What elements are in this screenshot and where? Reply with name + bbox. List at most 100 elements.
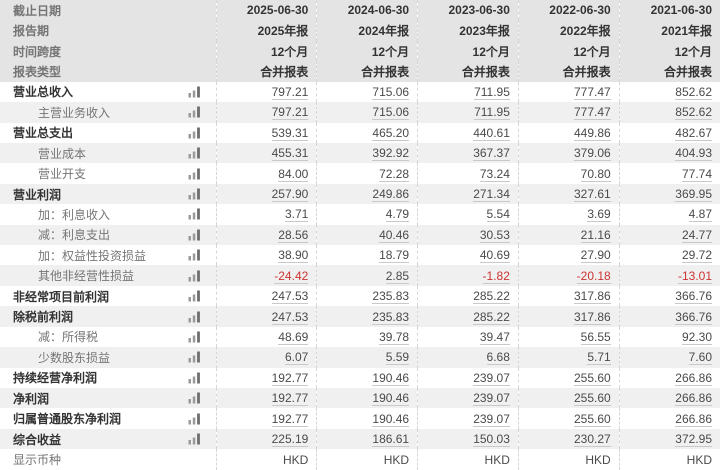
cell-value: 852.62: [675, 84, 712, 100]
row-label-cell: 除税前利润: [0, 306, 216, 326]
cell-value: 合并报表: [361, 64, 410, 79]
row-label-cell: 营业利润: [0, 184, 216, 204]
cell-value: 482.67: [675, 125, 712, 141]
cell-value: 186.61: [372, 432, 410, 448]
bar-chart-icon[interactable]: [188, 127, 201, 139]
bar-chart-icon[interactable]: [188, 290, 201, 302]
bar-chart-icon[interactable]: [188, 168, 201, 180]
value-cell: 92.30: [618, 326, 720, 348]
table-row: 营业利润 257.90 249.86 271.34 327.61 369.95: [0, 183, 720, 205]
value-cell: 7.60: [618, 347, 720, 368]
cell-value: 合并报表: [663, 64, 712, 79]
value-cell: 711.95: [417, 81, 519, 103]
row-label: 持续经营净利润: [13, 371, 98, 386]
value-cell: 230.27: [517, 428, 620, 450]
value-cell: 266.86: [618, 388, 720, 409]
value-cell: 3.69: [517, 204, 620, 225]
cell-value: 2023年报: [459, 24, 510, 39]
row-label-cell: 非经常项目前利润: [0, 286, 216, 306]
cell-value: 271.34: [473, 187, 510, 202]
value-cell: 29.72: [618, 245, 720, 266]
table-row: 其他非经营性损益 -24.42 2.85 -1.82 -20.18 -13.01: [0, 265, 720, 286]
bar-chart-icon[interactable]: [188, 392, 201, 404]
cell-value: 317.86: [573, 289, 611, 305]
value-cell: 2.85: [316, 265, 418, 286]
bar-chart-icon[interactable]: [188, 208, 201, 220]
value-cell: 266.86: [618, 367, 720, 389]
cell-value: 255.60: [573, 391, 611, 407]
cell-value: 249.86: [372, 187, 410, 202]
bar-chart-icon[interactable]: [188, 229, 201, 241]
cell-value: HKD: [585, 452, 611, 467]
cell-value: 192.77: [271, 411, 309, 427]
bar-chart-icon[interactable]: [188, 249, 201, 261]
row-label-cell: 减：利息支出: [0, 225, 216, 245]
value-cell: 777.47: [517, 81, 620, 103]
value-cell: 56.55: [517, 326, 620, 348]
cell-value: 257.90: [271, 187, 309, 202]
cell-value: 440.61: [473, 125, 510, 141]
row-label: 净利润: [13, 391, 50, 406]
cell-value: 39.47: [479, 329, 510, 345]
value-cell: 271.34: [417, 183, 519, 205]
table-row: 报表类型 合并报表 合并报表 合并报表 合并报表 合并报表: [0, 61, 720, 82]
row-label: 营业总支出: [13, 126, 74, 141]
row-label-cell: 减：所得税: [0, 327, 216, 347]
row-label: 时间跨度: [13, 44, 62, 59]
cell-value: 190.46: [372, 411, 410, 427]
bar-chart-icon[interactable]: [188, 270, 201, 282]
cell-value: 852.62: [675, 105, 712, 121]
cell-value: 230.27: [573, 432, 611, 448]
cell-value: 285.22: [473, 309, 510, 325]
table-row: 减：利息支出 28.56 40.46 30.53 21.16 24.77: [0, 224, 720, 246]
row-label-cell: 主营业务收入: [0, 102, 216, 122]
row-label: 非经常项目前利润: [13, 289, 110, 304]
value-cell: 239.07: [417, 408, 519, 429]
value-cell: 285.22: [417, 306, 519, 327]
table-row: 报告期 2025年报 2024年报 2023年报 2022年报 2021年报: [0, 20, 720, 41]
value-cell: 255.60: [517, 408, 620, 429]
row-label: 主营业务收入: [38, 105, 111, 120]
row-label: 营业开支: [38, 167, 87, 182]
cell-value: 2025年报: [257, 24, 309, 39]
cell-value: 392.92: [372, 146, 410, 162]
value-cell: 18.79: [316, 245, 418, 266]
row-label: 显示币种: [13, 453, 62, 468]
table-row: 营业成本 455.31 392.92 367.37 379.06 404.93: [0, 142, 720, 164]
value-cell: 5.54: [417, 204, 519, 225]
bar-chart-icon[interactable]: [188, 311, 201, 323]
bar-chart-icon[interactable]: [188, 372, 201, 384]
cell-value: 367.37: [473, 146, 510, 162]
cell-value: 4.79: [385, 207, 410, 223]
table-row: 非经常项目前利润 247.53 235.83 285.22 317.86 366.76: [0, 285, 720, 307]
cell-value: 2.85: [385, 268, 410, 284]
value-cell: 465.20: [316, 122, 418, 143]
value-cell: 852.62: [618, 81, 720, 103]
cell-value: 266.86: [675, 411, 712, 427]
row-label: 减：所得税: [38, 330, 99, 345]
cell-value: 48.69: [278, 329, 309, 345]
cell-value: HKD: [383, 452, 410, 467]
bar-chart-icon[interactable]: [188, 147, 201, 159]
row-label-cell: 营业总收入: [0, 82, 216, 102]
row-label-cell: 加：利息收入: [0, 204, 216, 224]
bar-chart-icon[interactable]: [188, 413, 201, 425]
cell-value: 3.69: [587, 207, 611, 223]
value-cell: HKD: [517, 449, 620, 470]
row-label-cell: 净利润: [0, 388, 216, 408]
bar-chart-icon[interactable]: [188, 188, 201, 200]
cell-value: 235.83: [372, 309, 410, 325]
bar-chart-icon[interactable]: [188, 86, 201, 98]
cell-value: 239.07: [473, 411, 510, 427]
bar-chart-icon[interactable]: [188, 351, 201, 363]
row-label: 报告期: [13, 24, 50, 39]
value-cell: HKD: [417, 449, 519, 470]
bar-chart-icon[interactable]: [188, 331, 201, 343]
table-row: 截止日期 2025-06-30 2024-06-30 2023-06-30 2022-0…: [0, 0, 720, 21]
cell-value: 2022年报: [559, 24, 611, 39]
bar-chart-icon[interactable]: [188, 106, 201, 118]
value-cell: 2024年报: [316, 20, 418, 41]
bar-chart-icon[interactable]: [188, 433, 201, 445]
value-cell: 72.28: [316, 163, 418, 184]
